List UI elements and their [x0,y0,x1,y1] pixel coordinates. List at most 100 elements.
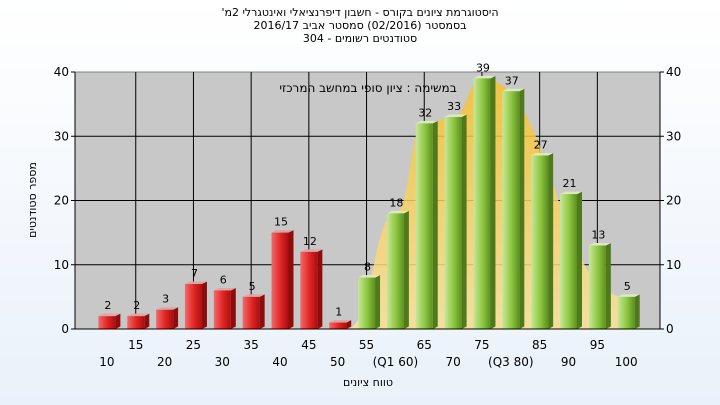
bar-65 [415,120,438,330]
bar-70 [444,114,467,329]
x-tick-label-lower: 100 [615,355,638,369]
data-label: 8 [364,261,371,274]
bar-side [605,242,611,329]
x-tick-label-lower: 70 [445,355,460,369]
data-label: 21 [563,177,577,190]
data-label: 1 [335,306,342,319]
x-tick-label-lower: (Q3 80) [488,355,534,369]
data-label: 33 [447,100,461,113]
bar-face [213,290,231,329]
bar-50 [329,320,352,329]
bar-face [300,251,318,329]
bar-face [184,284,202,329]
bar-top [617,294,640,297]
bar-top [271,230,294,233]
x-tick-label-lower: 30 [215,355,230,369]
bar-top [127,313,150,317]
bar-top [473,75,496,79]
bar-face [242,296,260,329]
x-tick-label-upper: 15 [128,338,143,352]
data-label: 12 [303,235,317,248]
bar-45 [300,249,323,329]
bar-30 [213,287,236,329]
bar-side [461,114,467,329]
bar-face [531,155,549,329]
data-label: 2 [133,299,140,312]
bar-side [144,313,150,329]
y-tick-right: 40 [666,65,681,79]
bar-side [115,313,121,329]
bar-75 [473,75,496,329]
bar-60 [386,210,409,329]
data-label: 27 [534,139,548,152]
y-tick-right: 30 [666,129,681,143]
bar-face [127,316,145,329]
x-tick-label-upper: 65 [417,338,432,352]
bar-top [184,281,207,285]
y-tick-left: 10 [54,258,69,272]
bar-side [548,153,554,329]
bar-side [432,120,438,330]
data-label: 13 [591,228,605,241]
y-tick-right: 0 [666,322,674,336]
bar-face [415,123,433,330]
chart-subtitle-2: סטודנטים רשומים - 304 [302,32,418,45]
bar-top [502,88,525,92]
bar-face [358,277,376,329]
bar-face [271,232,289,329]
bar-side [317,249,323,329]
bar-55 [358,275,381,329]
bar-25 [184,281,207,329]
data-label: 5 [624,280,631,293]
bar-20 [156,307,179,329]
data-label: 3 [162,293,169,306]
data-label: 32 [418,106,432,119]
x-tick-label-upper: 25 [186,338,201,352]
bar-top [242,294,265,297]
bar-face [617,296,635,329]
data-label: 18 [389,196,403,209]
bars-group [98,75,640,330]
bar-top [98,313,121,317]
bar-90 [560,191,582,329]
x-tick-label-lower: (Q1 60) [373,355,419,369]
bar-top [329,320,352,323]
bar-side [230,287,236,329]
bar-face [386,213,404,329]
title-block: היסטוגרמת ציונים בקורס - חשבון דיפרנציאל… [0,6,720,45]
bar-side [403,210,409,329]
bar-10 [98,313,121,329]
bar-side [577,191,582,329]
x-tick-label-upper: 85 [532,338,547,352]
data-label: 37 [505,74,519,87]
data-label: 15 [274,216,288,229]
bar-top [560,191,582,195]
bar-side [201,281,207,329]
y-tick-left: 20 [54,194,69,208]
data-label: 2 [104,299,111,312]
bar-top [444,114,467,117]
bar-top [386,210,409,214]
bar-top [415,120,438,124]
bar-face [560,194,577,329]
bar-side [288,230,294,329]
bar-face [588,245,606,329]
y-tick-left: 30 [54,129,69,143]
x-tick-label-upper: 75 [474,338,489,352]
bar-15 [127,313,150,329]
bar-side [346,320,352,329]
bar-face [444,116,462,329]
x-tick-label-lower: 40 [272,355,287,369]
data-label: 39 [476,61,490,74]
chart-title: היסטוגרמת ציונים בקורס - חשבון דיפרנציאל… [221,6,499,19]
x-axis-title: טווח ציונים [343,376,393,389]
bar-80 [502,88,525,330]
data-label: 6 [220,273,227,286]
y-tick-left: 0 [61,322,69,336]
y-axis-title: מספר סטודנטים [26,162,39,238]
bar-side [634,294,640,329]
bar-95 [588,242,611,329]
